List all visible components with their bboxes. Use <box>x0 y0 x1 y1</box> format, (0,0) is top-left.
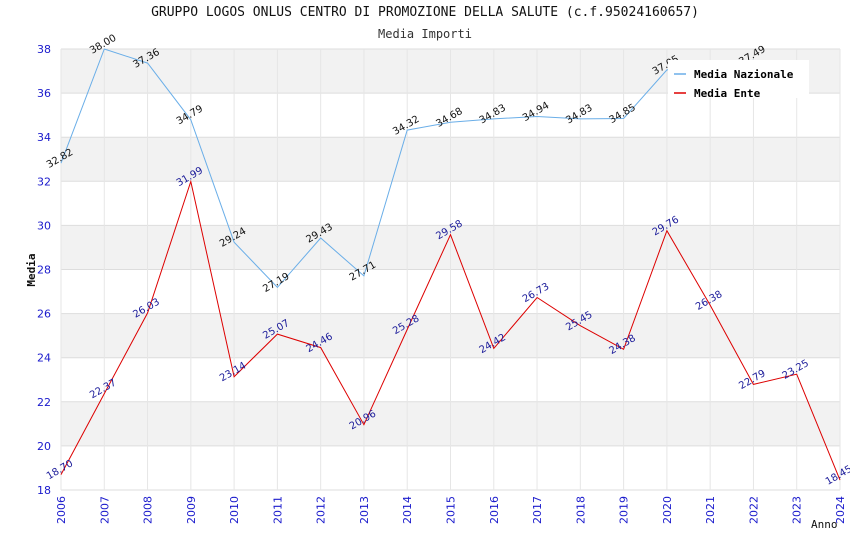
x-tick-label: 2020 <box>661 496 674 524</box>
x-tick-label: 2012 <box>315 496 328 524</box>
x-tick-label: 2022 <box>747 496 760 524</box>
x-tick-label: 2014 <box>401 496 414 524</box>
y-tick-label: 36 <box>37 87 51 100</box>
legend <box>668 60 809 98</box>
x-tick-label: 2011 <box>271 496 284 524</box>
x-tick-label: 2009 <box>185 496 198 524</box>
series-line-ente <box>60 179 841 481</box>
x-axis-label: Anno <box>811 518 838 531</box>
x-tick-label: 2013 <box>358 496 371 524</box>
x-tick-label: 2021 <box>704 496 717 524</box>
series-line-nazionale <box>60 48 754 289</box>
y-axis-label: Media <box>25 253 38 286</box>
x-tick-label: 2019 <box>618 496 631 524</box>
y-tick-label: 30 <box>37 219 51 232</box>
y-tick-label: 20 <box>37 440 51 453</box>
legend-label: Media Nazionale <box>694 68 794 81</box>
x-tick-label: 2023 <box>791 496 804 524</box>
x-tick-label: 2024 <box>834 496 847 524</box>
chart-title: GRUPPO LOGOS ONLUS CENTRO DI PROMOZIONE … <box>151 5 699 20</box>
y-tick-label: 32 <box>37 175 51 188</box>
y-tick-label: 24 <box>37 352 51 365</box>
y-tick-label: 22 <box>37 396 51 409</box>
x-tick-label: 2015 <box>445 496 458 524</box>
y-tick-label: 18 <box>37 484 51 497</box>
y-tick-label: 26 <box>37 308 51 321</box>
legend-label: Media Ente <box>694 87 761 100</box>
y-tick-label: 34 <box>37 131 51 144</box>
y-tick-label: 28 <box>37 264 51 277</box>
x-tick-label: 2018 <box>574 496 587 524</box>
x-tick-label: 2016 <box>488 496 501 524</box>
x-tick-label: 2006 <box>55 496 68 524</box>
y-tick-label: 38 <box>37 43 51 56</box>
x-tick-label: 2010 <box>228 496 241 524</box>
x-tick-label: 2008 <box>142 496 155 524</box>
chart-subtitle: Media Importi <box>378 27 472 41</box>
x-tick-label: 2017 <box>531 496 544 524</box>
x-tick-label: 2007 <box>98 496 111 524</box>
